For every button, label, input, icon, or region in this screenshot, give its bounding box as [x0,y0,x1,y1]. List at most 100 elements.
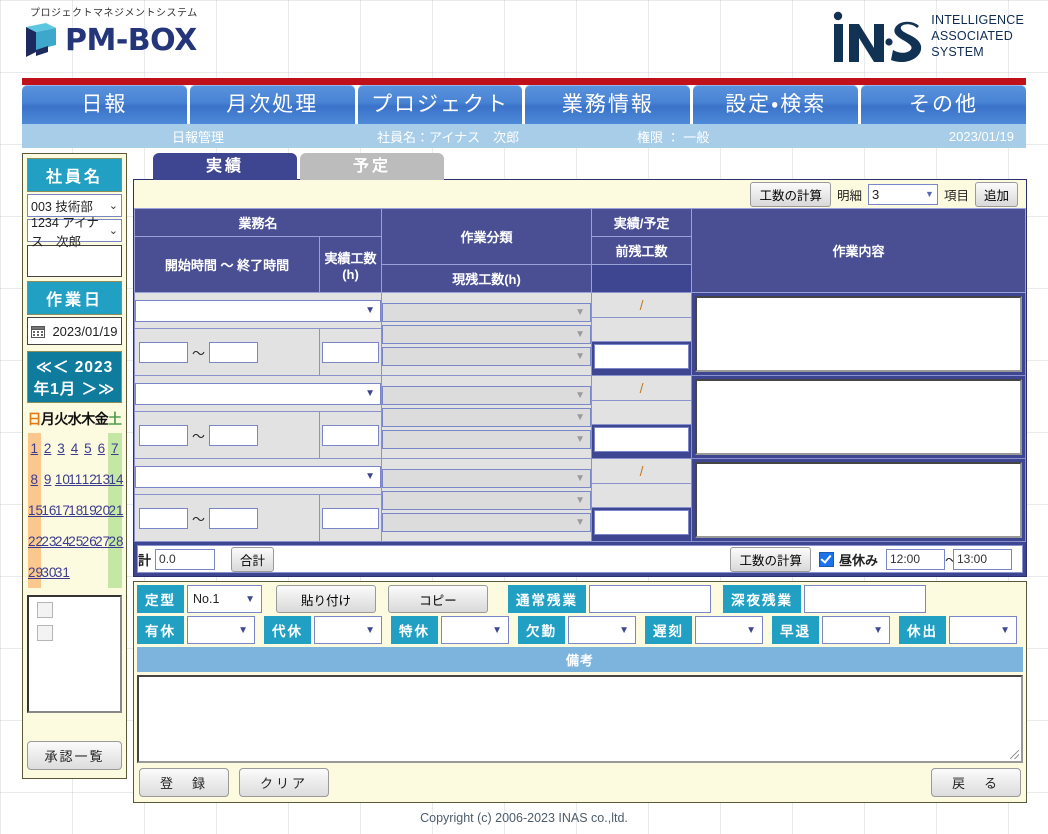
calendar-day-19[interactable]: 19 [81,495,97,526]
calendar-day-18[interactable]: 18 [68,495,84,526]
calendar-day-15[interactable]: 15 [27,494,44,526]
leave-select-特休[interactable]: ▼ [441,616,509,644]
list-checkbox[interactable] [37,602,53,618]
leave-select-休出[interactable]: ▼ [949,616,1017,644]
task-name-select[interactable]: ▼ [135,299,382,322]
calendar-prev-year-button[interactable]: ≪ [35,359,53,376]
calendar-prev-month-button[interactable]: ＜ [52,359,70,376]
calendar-day-link[interactable]: 17 [54,502,70,518]
calendar-day-link[interactable]: 7 [111,440,119,456]
nav-item-getsuji[interactable]: 月次処理 [189,85,355,124]
calendar-day-link[interactable]: 27 [95,533,111,549]
calendar-day-link[interactable]: 22 [28,533,44,549]
calendar-day-29[interactable]: 29 [27,556,44,588]
leave-select-欠勤[interactable]: ▼ [568,616,636,644]
calendar-day-link[interactable]: 12 [81,471,97,487]
nav-item-gyomu[interactable]: 業務情報 [525,85,691,124]
calendar-day-28[interactable]: 28 [108,525,124,557]
category-select-2[interactable]: ▼ [382,324,592,344]
start-time-field[interactable] [139,507,188,529]
calendar-day-24[interactable]: 24 [54,526,70,557]
category-select-1[interactable]: ▼ [382,302,592,322]
register-button[interactable]: 登 録 [139,768,229,797]
leave-select-早退[interactable]: ▼ [822,616,890,644]
leave-select-有休[interactable]: ▼ [187,616,255,644]
list-checkbox[interactable] [37,625,53,641]
category-select-3[interactable]: ▼ [382,429,592,449]
calendar-day-1[interactable]: 1 [27,432,41,464]
category-select-2[interactable]: ▼ [382,407,592,427]
calendar-day-link[interactable]: 23 [41,533,57,549]
calendar-day-21[interactable]: 21 [108,494,124,526]
lunch-break-checkbox[interactable] [818,551,834,567]
calendar-day-11[interactable]: 11 [68,464,83,495]
calendar-day-link[interactable]: 11 [68,471,83,487]
calendar-day-link[interactable]: 18 [68,502,84,518]
calendar-day-31[interactable]: 31 [54,557,70,588]
normal-overtime-field[interactable] [589,585,711,613]
cur-remain-field[interactable] [594,510,690,535]
category-select-3[interactable]: ▼ [382,346,592,366]
cur-remain-field[interactable] [594,427,690,452]
calendar-day-30[interactable]: 30 [41,557,56,588]
total-hours-field[interactable]: 0.0 [155,548,216,570]
workday-date-field[interactable]: 2023/01/19 [27,317,122,345]
calendar-day-4[interactable]: 4 [68,433,81,464]
work-content-textarea[interactable] [695,462,1022,538]
add-row-button[interactable]: 追加 [974,181,1018,207]
calendar-day-22[interactable]: 22 [27,525,44,557]
calendar-day-link[interactable]: 9 [43,471,52,487]
late-overtime-field[interactable] [804,585,926,613]
nav-item-nippou[interactable]: 日報 [22,85,187,124]
department-select[interactable]: 003 技術部 ⌄ [27,194,122,217]
calendar-day-14[interactable]: 14 [108,463,124,495]
calendar-day-link[interactable]: 4 [70,440,79,456]
calendar-day-link[interactable]: 24 [54,533,70,549]
start-time-field[interactable] [139,424,188,446]
employee-select[interactable]: 1234 アイナス 次郎 ⌄ [27,216,122,249]
calendar-day-2[interactable]: 2 [41,433,54,464]
calendar-day-link[interactable]: 20 [95,502,111,518]
calendar-day-link[interactable]: 29 [28,564,44,580]
calendar-day-link[interactable]: 3 [57,440,65,456]
work-content-textarea[interactable] [695,379,1022,455]
sum-button[interactable]: 合計 [231,546,275,572]
calendar-day-7[interactable]: 7 [108,432,122,464]
calendar-day-link[interactable]: 28 [108,533,124,549]
calendar-day-link[interactable]: 2 [43,440,52,456]
nav-item-settings[interactable]: 設定・検索 [693,85,859,124]
nav-item-other[interactable]: その他 [861,85,1026,124]
calendar-next-month-button[interactable]: ＞ [81,381,99,398]
calendar-day-link[interactable]: 25 [68,533,84,549]
category-select-2[interactable]: ▼ [382,490,592,510]
calendar-day-link[interactable]: 15 [28,502,44,518]
calendar-day-16[interactable]: 16 [41,495,56,526]
approval-list-button[interactable]: 承認一覧 [27,741,122,770]
calendar-day-26[interactable]: 26 [81,526,97,557]
calendar-day-link[interactable]: 21 [108,502,124,518]
clear-button[interactable]: クリア [239,768,329,797]
calendar-day-23[interactable]: 23 [41,526,57,557]
tab-yotei[interactable]: 予定 [300,153,444,180]
copy-button[interactable]: コピー [388,585,488,613]
calendar-day-link[interactable]: 19 [81,502,97,518]
calendar-day-17[interactable]: 17 [54,495,70,526]
calendar-day-link[interactable]: 6 [97,440,106,456]
calendar-day-link[interactable]: 26 [81,533,97,549]
remarks-textarea[interactable] [137,675,1023,763]
category-select-1[interactable]: ▼ [382,468,592,488]
calc-hours-button[interactable]: 工数の計算 [750,181,831,207]
actual-hours-field[interactable] [322,341,379,363]
task-name-select[interactable]: ▼ [135,382,382,405]
calendar-day-link[interactable]: 8 [30,471,38,487]
actual-hours-field[interactable] [322,507,379,529]
task-name-select[interactable]: ▼ [135,465,382,488]
category-select-3[interactable]: ▼ [382,512,592,532]
detail-count-select[interactable]: 3 ▼ [867,183,938,205]
actual-hours-field[interactable] [322,424,379,446]
leave-select-遅刻[interactable]: ▼ [695,616,763,644]
work-content-textarea[interactable] [695,296,1022,372]
calendar-day-link[interactable]: 31 [54,564,70,580]
leave-select-代休[interactable]: ▼ [314,616,382,644]
lunch-start-field[interactable]: 12:00 [886,548,945,570]
